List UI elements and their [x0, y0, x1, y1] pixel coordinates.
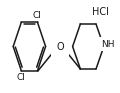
Text: Cl: Cl [16, 73, 25, 82]
Text: O: O [56, 41, 64, 52]
Text: HCl: HCl [92, 7, 109, 17]
Text: Cl: Cl [33, 11, 41, 20]
Text: NH: NH [101, 40, 115, 49]
